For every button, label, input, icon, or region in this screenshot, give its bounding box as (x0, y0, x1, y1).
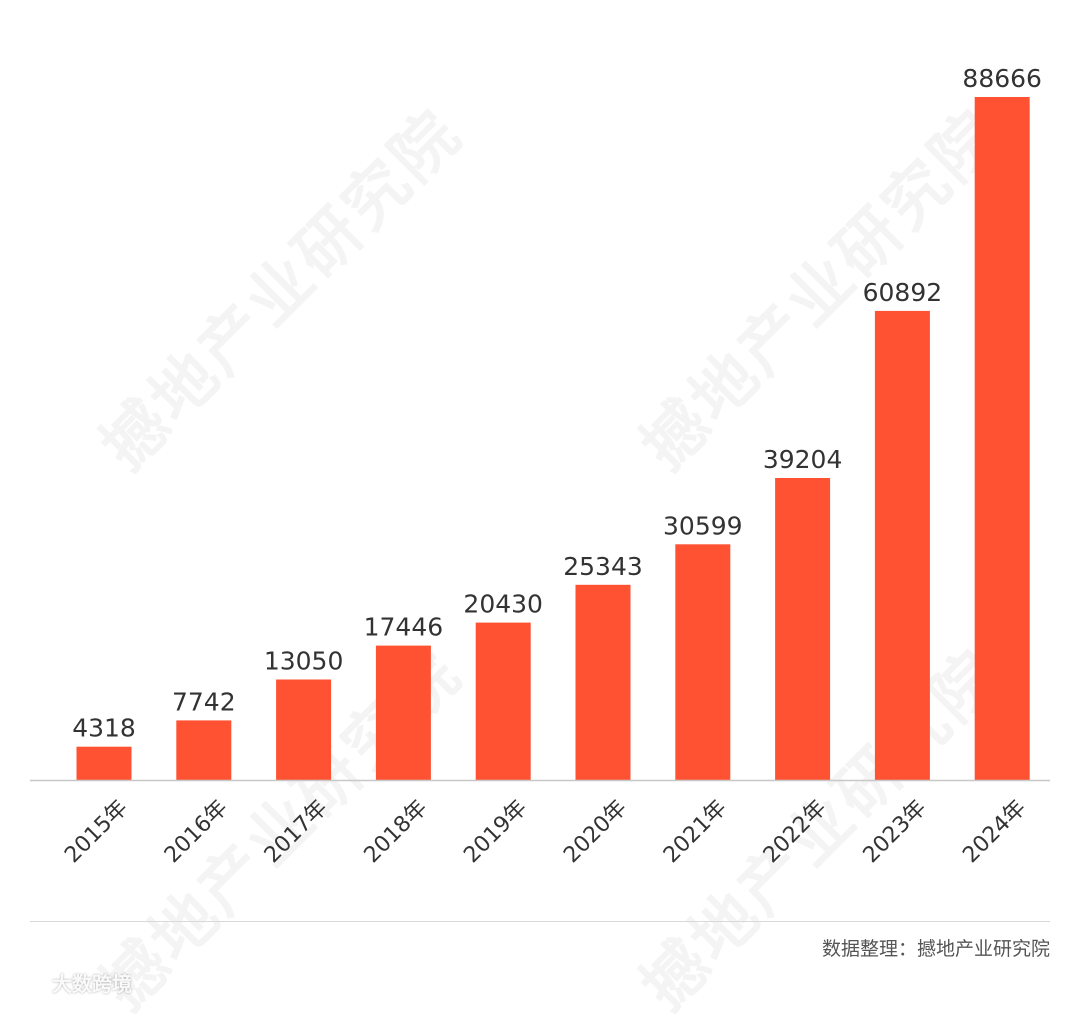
bar-2016年 (176, 720, 232, 780)
x-tick-labels-layer: 2015年 2016年 2017年 2018年 2019年 2020年 2021年 2022年… (60, 795, 1031, 868)
brand-label: 大数跨境 (52, 972, 132, 996)
footer-divider (30, 921, 1050, 922)
x-tick-label: 2018年 (360, 795, 433, 868)
data-label: 88666 (962, 64, 1042, 93)
data-label: 25343 (563, 552, 643, 581)
data-label: 17446 (364, 613, 444, 642)
x-tick-label: 2022年 (759, 795, 832, 868)
bar-2019年 (475, 622, 531, 780)
x-tick-label: 2017年 (260, 795, 333, 868)
data-label: 7742 (172, 687, 236, 716)
bar-chart: 4318 7742 13050 17446 20430 25343 30599 39204 60… (30, 64, 1050, 868)
data-label: 39204 (763, 445, 843, 474)
chart-svg: 4318 7742 13050 17446 20430 25343 30599 39204 60… (30, 64, 1050, 868)
data-label: 4318 (72, 714, 136, 743)
data-labels-layer: 4318 7742 13050 17446 20430 25343 30599 39204 60… (72, 64, 1042, 743)
data-label: 20430 (463, 590, 543, 619)
x-tick-label: 2024年 (958, 795, 1031, 868)
bar-2022年 (775, 478, 831, 780)
bar-2024年 (974, 97, 1030, 780)
bar-2015年 (76, 746, 132, 780)
bars-layer (76, 97, 1030, 780)
bar-2018年 (375, 645, 431, 780)
bar-2020年 (575, 584, 631, 780)
x-tick-label: 2015年 (60, 795, 133, 868)
bar-2023年 (874, 310, 930, 780)
source-note: 数据整理：撼地产业研究院 (821, 938, 1050, 960)
brand-watermark: 大数跨境 (8, 968, 132, 997)
bar-2017年 (276, 679, 332, 780)
data-label: 13050 (264, 647, 344, 676)
logo-glyph-icon (8, 972, 48, 994)
bar-2021年 (675, 544, 731, 780)
x-tick-label: 2016年 (160, 795, 233, 868)
x-tick-label: 2023年 (859, 795, 932, 868)
x-tick-label: 2019年 (459, 795, 532, 868)
data-label: 60892 (863, 278, 943, 307)
data-label: 30599 (663, 511, 743, 540)
x-tick-label: 2021年 (659, 795, 732, 868)
x-tick-label: 2020年 (559, 795, 632, 868)
